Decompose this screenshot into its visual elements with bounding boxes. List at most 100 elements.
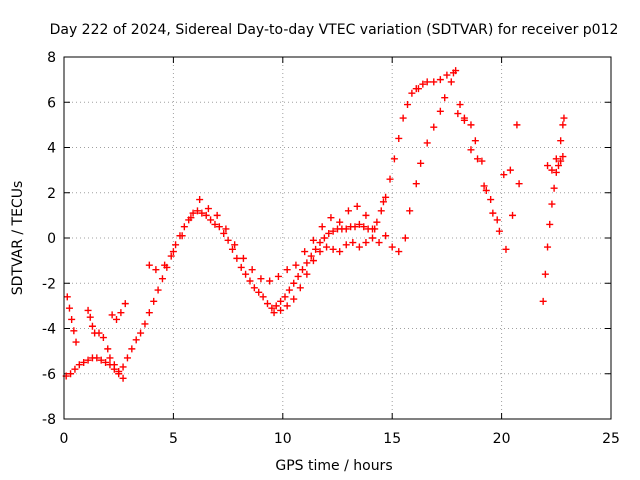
y-tick-label: -2 — [42, 276, 56, 292]
data-point — [117, 309, 125, 317]
data-point — [294, 272, 302, 280]
data-point — [309, 257, 317, 265]
data-point — [312, 245, 320, 253]
data-point — [104, 345, 112, 353]
data-point — [430, 78, 438, 86]
x-axis-label: GPS time / hours — [275, 458, 392, 474]
data-point — [355, 243, 363, 251]
data-point — [272, 302, 280, 310]
data-point — [550, 184, 558, 192]
data-point — [80, 358, 88, 366]
data-point — [255, 288, 263, 296]
y-tick-label: 6 — [47, 95, 56, 111]
y-axis-ticks: -8 -6 -4 -2 0 2 4 6 8 — [42, 50, 611, 428]
data-point — [172, 241, 180, 249]
data-point — [379, 198, 387, 206]
data-point — [539, 297, 547, 305]
data-point — [71, 365, 79, 373]
data-point — [75, 361, 83, 369]
data-point — [382, 193, 390, 201]
data-point — [250, 284, 258, 292]
data-point — [548, 200, 556, 208]
data-point — [266, 277, 274, 285]
data-point — [509, 211, 517, 219]
data-point — [388, 243, 396, 251]
data-point — [544, 162, 552, 170]
data-point — [281, 293, 289, 301]
data-point — [436, 76, 444, 84]
data-point — [375, 239, 383, 247]
data-point — [351, 223, 359, 231]
data-point — [285, 286, 293, 294]
data-point — [554, 162, 562, 170]
data-point — [180, 223, 188, 231]
data-point — [541, 270, 549, 278]
data-point — [187, 214, 195, 222]
data-point — [436, 107, 444, 115]
data-point — [102, 358, 110, 366]
data-point — [406, 207, 414, 215]
data-point — [382, 232, 390, 240]
data-point — [443, 71, 451, 79]
data-point — [353, 202, 361, 210]
data-point — [189, 209, 197, 217]
grid-lines — [64, 57, 611, 419]
data-point — [318, 223, 326, 231]
data-point — [268, 304, 276, 312]
data-point — [323, 243, 331, 251]
data-point — [309, 236, 317, 244]
data-point — [270, 309, 278, 317]
data-point — [222, 225, 230, 233]
data-point — [68, 315, 76, 323]
data-point — [336, 248, 344, 256]
data-point — [228, 245, 236, 253]
data-points — [62, 67, 568, 382]
data-point — [362, 239, 370, 247]
data-point — [150, 297, 158, 305]
data-point — [145, 309, 153, 317]
data-point — [467, 146, 475, 154]
data-point — [211, 220, 219, 228]
y-tick-label: 0 — [47, 231, 56, 247]
data-point — [447, 78, 455, 86]
data-point — [399, 114, 407, 122]
data-point — [290, 295, 298, 303]
data-point — [506, 166, 514, 174]
data-point — [115, 370, 123, 378]
data-point — [560, 114, 568, 122]
data-point — [113, 315, 121, 323]
data-point — [349, 239, 357, 247]
data-point — [423, 78, 431, 86]
data-point — [215, 223, 223, 231]
data-point — [207, 216, 215, 224]
data-point — [121, 300, 129, 308]
data-point — [193, 207, 201, 215]
data-point — [67, 370, 75, 378]
x-tick-label: 5 — [169, 431, 178, 447]
data-point — [178, 232, 186, 240]
data-point — [362, 211, 370, 219]
data-point — [417, 159, 425, 167]
data-point — [158, 275, 166, 283]
data-point — [296, 284, 304, 292]
data-point — [513, 121, 521, 129]
data-point — [500, 171, 508, 179]
data-point — [329, 245, 337, 253]
data-point — [377, 207, 385, 215]
data-point — [154, 286, 162, 294]
data-point — [482, 186, 490, 194]
data-point — [552, 155, 560, 163]
data-point — [95, 329, 103, 337]
data-point — [460, 114, 468, 122]
x-tick-label: 25 — [602, 431, 620, 447]
data-point — [456, 101, 464, 109]
data-point — [441, 94, 449, 102]
data-point — [325, 229, 333, 237]
data-point — [86, 313, 94, 321]
data-point — [292, 261, 300, 269]
data-point — [502, 245, 510, 253]
data-point — [283, 266, 291, 274]
y-axis-label: SDTVAR / TECUs — [10, 181, 26, 296]
data-point — [220, 229, 228, 237]
data-point — [277, 306, 285, 314]
